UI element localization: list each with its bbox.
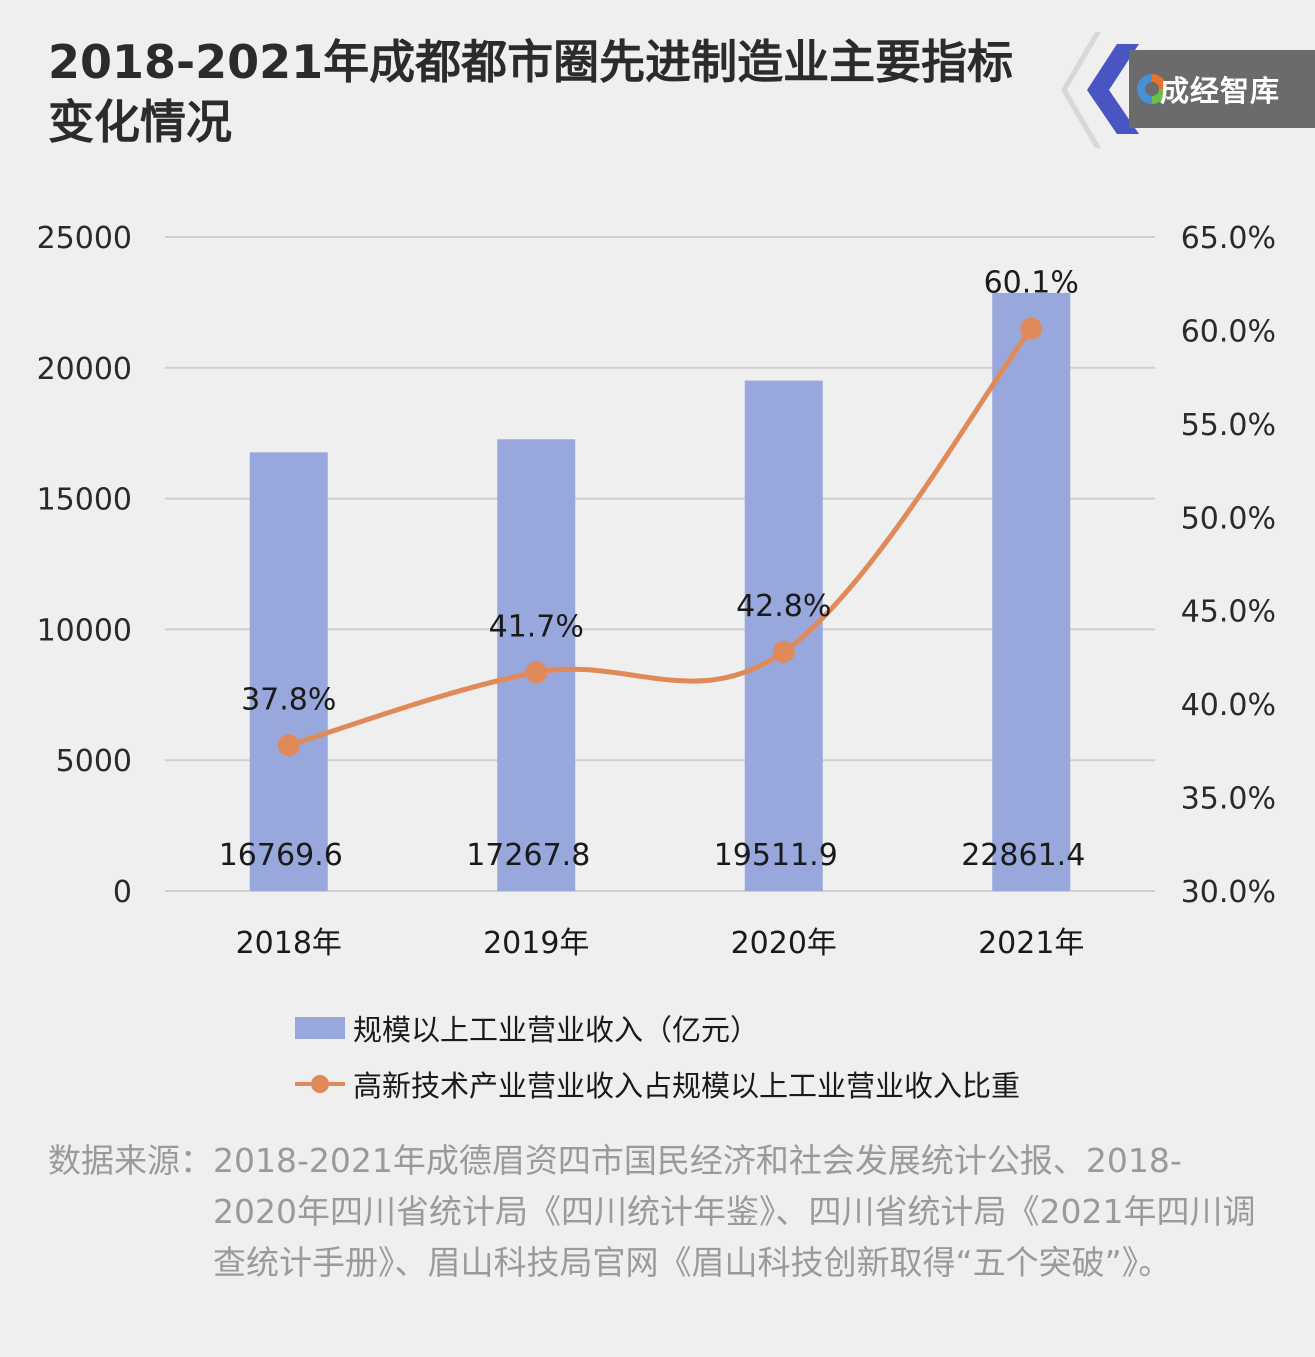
y-right-tick-label: 60.0%	[1181, 314, 1276, 349]
y-right-tick-label: 45.0%	[1181, 595, 1276, 630]
bar	[744, 380, 823, 891]
legend-bar-label: 规模以上工业营业收入（亿元）	[353, 1013, 760, 1047]
brand-name: 成经智库	[1160, 74, 1281, 108]
logo-swirl-icon	[1137, 74, 1167, 104]
y-right-tick-label: 65.0%	[1181, 221, 1276, 256]
page-title: 2018-2021年成都都市圈先进制造业主要指标变化情况	[48, 35, 1014, 149]
source-label: 数据来源：	[48, 1141, 213, 1180]
y-left-tick-label: 5000	[56, 744, 132, 779]
legend-item-line: 高新技术产业营业收入占规模以上工业营业收入比重	[295, 1056, 1020, 1112]
data-source: 数据来源： 2018-2021年成德眉资四市国民经济和社会发展统计公报、2018…	[48, 1135, 1258, 1288]
y-left-tick-label: 10000	[37, 613, 132, 648]
x-tick-label: 2018年	[236, 926, 342, 961]
bar-value-label: 22861.4	[961, 838, 1085, 873]
x-tick-label: 2020年	[731, 926, 837, 961]
bar-value-label: 17267.8	[466, 838, 590, 873]
y-left-tick-label: 0	[113, 875, 132, 910]
line-value-label: 42.8%	[736, 589, 831, 624]
chart-legend: 规模以上工业营业收入（亿元） 高新技术产业营业收入占规模以上工业营业收入比重	[295, 1000, 1020, 1112]
legend-bar-swatch	[295, 1017, 345, 1039]
y-right-tick-label: 40.0%	[1181, 688, 1276, 723]
bar	[249, 452, 328, 891]
legend-line-swatch	[295, 1073, 345, 1095]
x-tick-label: 2019年	[483, 926, 589, 961]
bar	[992, 292, 1071, 891]
legend-item-bar: 规模以上工业营业收入（亿元）	[295, 1000, 1020, 1056]
x-tick-label: 2021年	[978, 926, 1084, 961]
brand-logo	[1061, 32, 1315, 148]
combo-chart: 0 5000 10000 15000 20000 25000 30.0% 35.0% 40.0…	[37, 221, 1276, 961]
y-right-tick-label: 35.0%	[1181, 782, 1276, 817]
line-value-label: 60.1%	[984, 266, 1079, 301]
line-value-label: 37.8%	[241, 682, 336, 717]
logo-chevron-accent	[1087, 44, 1139, 134]
y-left-tick-label: 20000	[37, 352, 132, 387]
y-right-tick-label: 55.0%	[1181, 408, 1276, 443]
bar-value-label: 16769.6	[219, 838, 343, 873]
legend-line-label: 高新技术产业营业收入占规模以上工业营业收入比重	[353, 1069, 1021, 1103]
line-point	[1020, 317, 1043, 340]
series-line	[286, 326, 1034, 748]
line-value-label: 41.7%	[489, 609, 584, 644]
line-point	[525, 661, 548, 684]
line-point	[277, 734, 300, 757]
y-left-tick-label: 15000	[37, 483, 132, 518]
y-left-tick-label: 25000	[37, 221, 132, 256]
line-point	[772, 640, 795, 663]
y-right-tick-label: 30.0%	[1181, 875, 1276, 910]
bar-value-label: 19511.9	[714, 838, 838, 873]
y-right-tick-label: 50.0%	[1181, 501, 1276, 536]
source-text: 2018-2021年成德眉资四市国民经济和社会发展统计公报、2018-2020年…	[213, 1141, 1256, 1282]
